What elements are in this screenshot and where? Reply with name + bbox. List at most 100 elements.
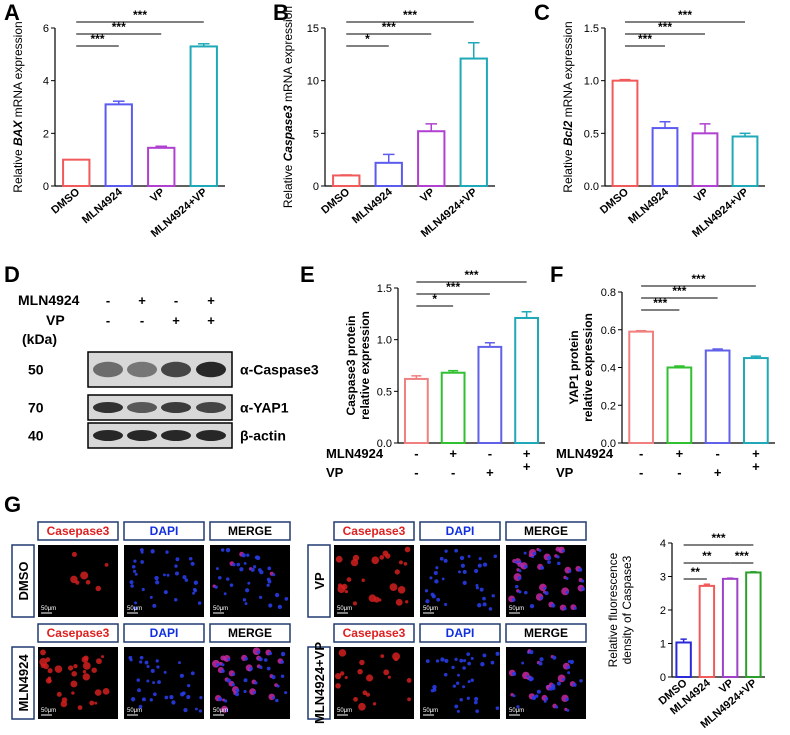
panel-letter-e: E bbox=[300, 262, 315, 287]
caspase3-signal bbox=[96, 658, 102, 665]
dapi-nucleus bbox=[180, 692, 185, 697]
dapi-nucleus bbox=[188, 556, 193, 561]
dapi-nucleus bbox=[215, 567, 219, 571]
caspase3-signal bbox=[56, 691, 62, 697]
y-tick-label: 1 bbox=[660, 639, 666, 651]
dapi-nucleus bbox=[578, 567, 583, 572]
dapi-nucleus bbox=[539, 657, 544, 662]
blot-kda-marker: 40 bbox=[28, 428, 44, 444]
blot-antibody-label: β-actin bbox=[240, 428, 286, 444]
dapi-nucleus bbox=[267, 579, 272, 584]
dapi-nucleus bbox=[150, 549, 155, 554]
dapi-nucleus bbox=[562, 549, 565, 553]
caspase3-signal bbox=[359, 659, 365, 666]
significance-label: * bbox=[365, 32, 370, 46]
significance-label: *** bbox=[464, 268, 478, 282]
dapi-nucleus bbox=[514, 560, 518, 564]
dapi-nucleus bbox=[154, 575, 159, 581]
caspase3-signal bbox=[366, 674, 374, 682]
dapi-nucleus bbox=[226, 577, 230, 581]
caspase3-signal bbox=[47, 668, 53, 674]
dapi-nucleus bbox=[454, 657, 458, 662]
blot-band bbox=[127, 361, 157, 378]
dapi-nucleus bbox=[526, 675, 530, 678]
dapi-nucleus bbox=[253, 691, 257, 695]
blot-band bbox=[196, 402, 226, 413]
dapi-nucleus bbox=[198, 709, 202, 713]
chart-yap1-protein: 0.0 0.2 0.4 0.6 0.8 YAP1 protein relative expr… bbox=[567, 272, 775, 450]
bar bbox=[691, 132, 719, 187]
dapi-nucleus bbox=[529, 603, 535, 609]
caspase3-signal bbox=[80, 571, 89, 580]
dapi-nucleus bbox=[511, 597, 516, 602]
dapi-nucleus bbox=[190, 671, 195, 676]
dapi-nucleus bbox=[536, 689, 541, 694]
condition-label-box bbox=[11, 646, 35, 720]
channel-header: MERGE bbox=[228, 626, 272, 640]
caspase3-signal bbox=[335, 673, 342, 680]
dapi-nucleus bbox=[475, 709, 480, 714]
significance-label: ** bbox=[702, 549, 712, 563]
bar bbox=[698, 584, 716, 679]
dapi-nucleus bbox=[523, 590, 528, 595]
dapi-nucleus bbox=[441, 577, 445, 581]
dapi-nucleus bbox=[174, 564, 178, 568]
dapi-nucleus bbox=[488, 607, 493, 611]
dapi-nucleus bbox=[572, 682, 577, 687]
dapi-nucleus bbox=[467, 661, 471, 666]
dapi-nucleus bbox=[239, 567, 244, 572]
dapi-nucleus bbox=[495, 706, 500, 710]
dapi-nucleus bbox=[556, 681, 561, 686]
y-axis-label-part: mRNA expression bbox=[11, 21, 25, 120]
dapi-nucleus bbox=[199, 696, 203, 700]
dapi-nucleus bbox=[232, 562, 236, 567]
dapi-nucleus bbox=[152, 603, 157, 608]
dapi-nucleus bbox=[482, 602, 487, 607]
panel-letter-d: D bbox=[4, 262, 20, 287]
significance-label: * bbox=[432, 292, 437, 306]
dapi-nucleus bbox=[565, 577, 569, 580]
dapi-nucleus bbox=[529, 676, 534, 681]
y-tick-label: 0.6 bbox=[601, 325, 616, 337]
dapi-nucleus bbox=[566, 708, 570, 712]
dapi-nucleus bbox=[462, 580, 467, 586]
bar bbox=[440, 371, 466, 445]
dapi-nucleus bbox=[512, 671, 517, 676]
dapi-nucleus bbox=[190, 561, 195, 566]
dapi-nucleus bbox=[435, 566, 439, 570]
dapi-nucleus bbox=[192, 591, 195, 595]
dapi-nucleus bbox=[258, 595, 263, 600]
dapi-nucleus bbox=[459, 555, 465, 561]
dapi-nucleus bbox=[152, 681, 156, 685]
micrograph-tile bbox=[334, 647, 414, 719]
caspase3-signal bbox=[372, 702, 377, 706]
dapi-nucleus bbox=[133, 606, 138, 611]
dapi-nucleus bbox=[467, 554, 471, 558]
caspase3-signal bbox=[389, 583, 398, 592]
blot-treatment-sign: + bbox=[207, 313, 215, 328]
dapi-nucleus bbox=[444, 602, 448, 607]
dapi-nucleus bbox=[183, 707, 188, 713]
channel-header-box bbox=[209, 521, 291, 541]
significance-label: *** bbox=[658, 20, 672, 34]
caspase3-signal bbox=[83, 655, 89, 661]
caspase3-signal bbox=[379, 555, 385, 560]
caspase3-signal bbox=[346, 577, 352, 582]
dapi-nucleus bbox=[474, 568, 479, 574]
dapi-nucleus bbox=[186, 694, 191, 700]
dapi-nucleus bbox=[243, 561, 247, 565]
dapi-nucleus bbox=[475, 586, 479, 590]
treatment-sign: - bbox=[414, 465, 418, 480]
caspase3-signal bbox=[353, 696, 358, 702]
dapi-nucleus bbox=[235, 692, 240, 697]
y-axis-label-line: YAP1 protein bbox=[567, 330, 581, 404]
dapi-nucleus bbox=[142, 697, 146, 702]
dapi-nucleus bbox=[137, 688, 141, 693]
significance-label: *** bbox=[112, 20, 126, 34]
dapi-nucleus bbox=[245, 588, 250, 593]
blot-kda-marker: 50 bbox=[28, 362, 44, 378]
treatment-sign: - bbox=[715, 446, 719, 461]
dapi-nucleus bbox=[223, 592, 227, 596]
caspase3-signal bbox=[383, 669, 390, 676]
dapi-nucleus bbox=[459, 698, 463, 702]
